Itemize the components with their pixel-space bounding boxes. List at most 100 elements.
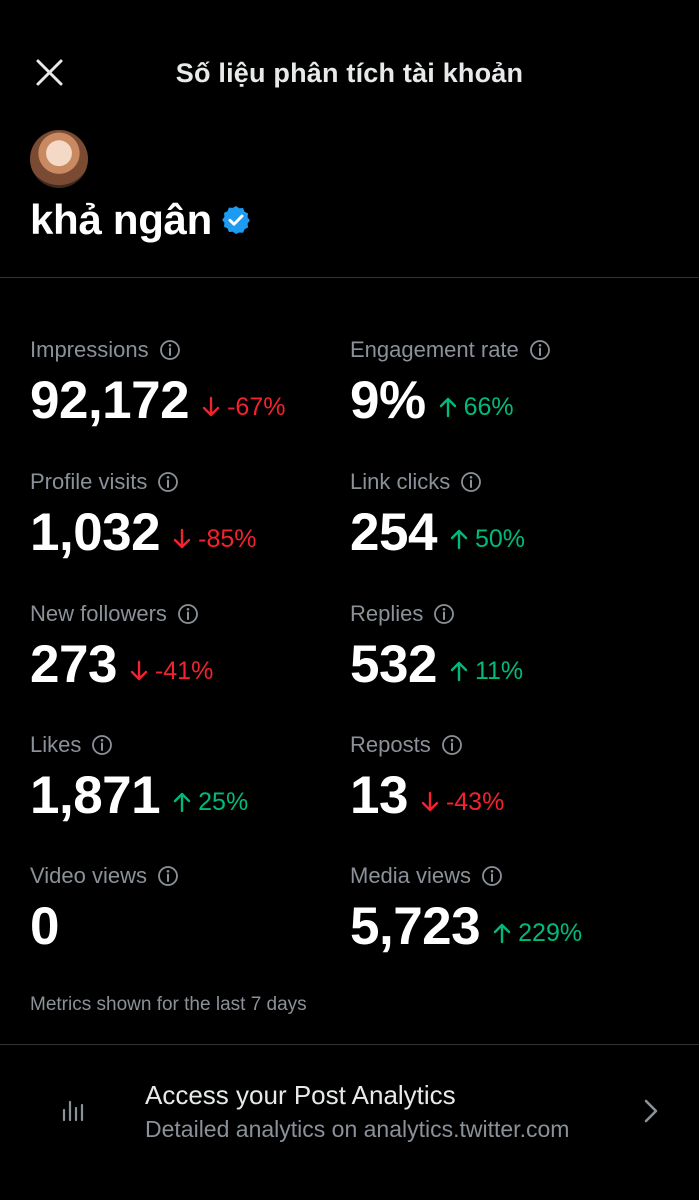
profile-name-text: khả ngân xyxy=(30,196,212,243)
metric-label-text: Profile visits xyxy=(30,469,148,494)
metric-label-text: Link clicks xyxy=(350,469,451,494)
metric-card: Replies 532 11% xyxy=(350,600,670,694)
metric-change-text: 66% xyxy=(463,392,514,421)
metric-value: 13 xyxy=(350,766,408,825)
metric-change: 11% xyxy=(449,657,523,686)
metric-change-text: -85% xyxy=(198,524,257,553)
metric-label: Link clicks xyxy=(350,468,670,496)
close-button[interactable] xyxy=(30,56,70,92)
info-icon[interactable] xyxy=(177,603,199,625)
metric-change-text: 229% xyxy=(518,918,583,947)
metric-card: Video views 0 xyxy=(30,862,350,956)
metric-change: -43% xyxy=(420,788,504,817)
info-icon[interactable] xyxy=(91,734,113,756)
arrow-down-icon xyxy=(129,660,149,682)
metric-values: 13 -43% xyxy=(350,767,670,825)
metric-card: Impressions 92,172 -67% xyxy=(30,336,350,430)
metric-value: 1,871 xyxy=(30,766,161,825)
metric-values: 1,032 -85% xyxy=(30,504,350,562)
info-icon[interactable] xyxy=(159,339,181,361)
metric-change: 50% xyxy=(449,525,525,554)
metric-label: Engagement rate xyxy=(350,336,670,364)
metric-values: 0 xyxy=(30,898,350,956)
info-icon[interactable] xyxy=(481,865,503,887)
metric-value: 5,723 xyxy=(350,897,481,956)
metric-card: New followers 273 -41% xyxy=(30,600,350,694)
metric-card: Link clicks 254 50% xyxy=(350,468,670,562)
metric-label-text: Video views xyxy=(30,863,147,888)
metric-value: 273 xyxy=(30,635,117,694)
metric-change-text: -67% xyxy=(227,392,286,421)
arrow-up-icon xyxy=(449,660,469,682)
metric-label-text: Engagement rate xyxy=(350,337,519,362)
metric-change-text: 25% xyxy=(198,787,249,816)
metric-values: 273 -41% xyxy=(30,636,350,694)
metric-label: Reposts xyxy=(350,731,670,759)
access-title: Access your Post Analytics xyxy=(145,1080,456,1110)
metric-change: 66% xyxy=(438,393,514,422)
metric-label-text: Likes xyxy=(30,732,82,757)
metric-values: 254 50% xyxy=(350,504,670,562)
metric-value: 532 xyxy=(350,635,437,694)
info-icon[interactable] xyxy=(157,471,179,493)
metrics-footnote: Metrics shown for the last 7 days xyxy=(30,994,307,1015)
divider xyxy=(0,277,699,278)
divider xyxy=(0,1044,699,1045)
metric-card: Profile visits 1,032 -85% xyxy=(30,468,350,562)
metric-change: -85% xyxy=(172,524,257,554)
header: Số liệu phân tích tài khoản xyxy=(0,0,699,130)
metric-label-text: Reposts xyxy=(350,732,431,757)
metric-label: Profile visits xyxy=(30,468,350,496)
metric-label-text: Replies xyxy=(350,601,424,626)
info-icon[interactable] xyxy=(157,865,179,887)
info-icon[interactable] xyxy=(460,471,482,493)
close-icon xyxy=(36,59,63,86)
metric-label: Likes xyxy=(30,731,350,759)
profile-name: khả ngân xyxy=(30,196,252,244)
metric-value: 254 xyxy=(350,503,437,562)
metric-value: 1,032 xyxy=(30,503,161,562)
post-analytics-link[interactable]: Access your Post Analytics Detailed anal… xyxy=(0,1046,699,1176)
arrow-down-icon xyxy=(201,396,221,418)
metric-card: Media views 5,723 229% xyxy=(350,862,670,956)
metric-change-text: 50% xyxy=(474,524,525,553)
metric-label: New followers xyxy=(30,600,350,628)
metric-value: 9% xyxy=(350,371,426,430)
metric-change: 229% xyxy=(492,919,582,948)
metric-card: Likes 1,871 25% xyxy=(30,731,350,825)
arrow-down-icon xyxy=(420,791,440,813)
metric-label-text: Impressions xyxy=(30,337,149,362)
metric-values: 92,172 -67% xyxy=(30,372,350,430)
metric-label: Impressions xyxy=(30,336,350,364)
avatar[interactable] xyxy=(30,130,88,188)
page-title: Số liệu phân tích tài khoản xyxy=(175,58,524,88)
metric-values: 9% 66% xyxy=(350,372,670,430)
metric-value: 92,172 xyxy=(30,371,190,430)
metric-change-text: -41% xyxy=(154,656,214,685)
metric-change: -41% xyxy=(129,657,213,686)
metric-change-text: -43% xyxy=(445,787,505,816)
info-icon[interactable] xyxy=(529,339,551,361)
metric-card: Reposts 13 -43% xyxy=(350,731,670,825)
arrow-down-icon xyxy=(172,528,192,550)
arrow-up-icon xyxy=(449,528,469,550)
metric-label: Replies xyxy=(350,600,670,628)
access-subtitle: Detailed analytics on analytics.twitter.… xyxy=(145,1116,570,1142)
chevron-right-icon xyxy=(644,1099,658,1123)
info-icon[interactable] xyxy=(441,734,463,756)
info-icon[interactable] xyxy=(433,603,455,625)
metric-change: -67% xyxy=(201,393,285,422)
metric-label-text: New followers xyxy=(30,601,167,626)
metric-values: 1,871 25% xyxy=(30,767,350,825)
metric-change-text: 11% xyxy=(474,656,524,685)
metric-label: Media views xyxy=(350,862,670,890)
metric-value: 0 xyxy=(30,897,59,956)
arrow-up-icon xyxy=(492,922,512,944)
metric-change: 25% xyxy=(172,788,248,817)
arrow-up-icon xyxy=(438,396,458,418)
metric-values: 5,723 229% xyxy=(350,898,670,956)
arrow-up-icon xyxy=(172,791,192,813)
verified-badge-icon xyxy=(222,206,250,234)
bar-chart-icon xyxy=(62,1100,84,1122)
